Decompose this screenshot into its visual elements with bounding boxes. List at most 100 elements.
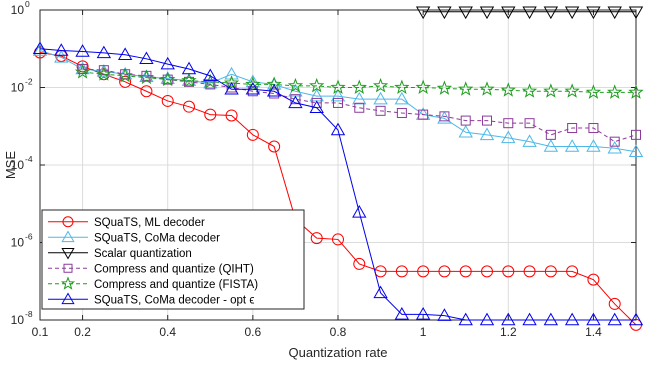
legend-marker — [62, 216, 74, 228]
data-point — [479, 312, 495, 326]
data-point — [225, 109, 238, 122]
data-point — [501, 6, 516, 20]
data-point — [181, 61, 197, 75]
data-point — [479, 127, 495, 141]
x-tick-label: 1 — [420, 325, 427, 339]
data-point — [501, 130, 516, 144]
data-point — [245, 76, 261, 91]
data-point — [184, 76, 194, 87]
data-point — [481, 265, 493, 278]
data-point — [585, 84, 602, 99]
series-5 — [74, 64, 644, 99]
y-tick-label: 10 — [11, 158, 25, 172]
data-point — [352, 205, 367, 218]
data-point — [500, 82, 516, 97]
data-series — [32, 6, 644, 331]
x-axis-title: Quantization rate — [288, 345, 387, 360]
data-point — [224, 81, 239, 95]
data-point — [415, 6, 431, 20]
data-point — [631, 129, 641, 140]
data-point — [607, 6, 622, 20]
legend-marker — [63, 263, 73, 273]
axis-ticks: 0.1 0.2 0.4 0.6 0.8 1 1.2 1.410-810-610-410-210… — [11, 0, 636, 339]
data-point — [628, 6, 644, 20]
data-point — [586, 139, 601, 152]
data-point — [479, 6, 495, 20]
data-point — [628, 144, 644, 157]
data-point — [436, 80, 453, 95]
data-point — [522, 6, 537, 20]
series-2 — [32, 43, 644, 157]
data-point — [417, 265, 430, 278]
data-point — [458, 6, 473, 20]
data-point — [309, 77, 325, 93]
data-point — [458, 81, 474, 96]
x-tick-label: 0.8 — [330, 325, 347, 339]
data-point — [501, 312, 516, 326]
data-point — [502, 265, 515, 278]
data-point — [437, 308, 452, 321]
x-tick-label: 0.4 — [159, 325, 176, 339]
data-point — [330, 122, 346, 136]
x-tick-label: 1.4 — [585, 325, 602, 339]
data-point — [523, 265, 536, 278]
data-point — [545, 129, 556, 140]
data-point — [202, 73, 218, 89]
data-point — [438, 265, 451, 278]
x-tick-label: 0.2 — [74, 325, 91, 339]
data-point — [524, 118, 535, 129]
y-tick-exponent: -6 — [25, 232, 33, 242]
legend-entry: SQuaTS, ML decoder — [48, 216, 205, 229]
series-line — [39, 52, 637, 326]
legend-marker — [61, 292, 75, 305]
data-point — [522, 134, 537, 147]
data-point — [181, 73, 197, 86]
data-point — [54, 43, 69, 56]
data-point — [607, 84, 623, 99]
data-point — [394, 91, 410, 105]
legend-marker — [61, 247, 75, 260]
data-point — [139, 51, 154, 65]
data-point — [522, 312, 537, 326]
data-point — [437, 6, 452, 20]
data-point — [32, 41, 48, 54]
y-tick-exponent: -2 — [25, 77, 33, 87]
data-point — [607, 312, 622, 326]
data-point — [204, 108, 217, 121]
data-point — [117, 47, 133, 60]
data-point — [544, 265, 557, 278]
data-point — [183, 100, 195, 113]
data-point — [96, 45, 112, 59]
data-point — [609, 136, 620, 147]
data-point — [586, 312, 601, 326]
x-tick-label: 0.1 — [32, 325, 49, 339]
data-point — [268, 140, 281, 153]
data-point — [415, 79, 431, 95]
data-point — [543, 139, 559, 152]
legend-entry: SQuaTS, CoMa decoder — [48, 230, 220, 244]
legend-entry: Compress and quantize (FISTA) — [48, 276, 258, 291]
data-point — [330, 79, 346, 95]
legend-entry: Scalar quantization — [48, 248, 192, 260]
data-point — [459, 265, 472, 278]
legend-entry: Compress and quantize (QIHT) — [48, 263, 254, 275]
y-tick-exponent: 0 — [25, 0, 30, 9]
series-4 — [77, 64, 641, 147]
series-1 — [34, 46, 642, 331]
data-point — [203, 68, 218, 82]
series-3 — [415, 6, 644, 20]
data-point — [32, 43, 48, 56]
data-point — [223, 75, 240, 90]
data-point — [394, 307, 410, 320]
data-point — [415, 307, 431, 320]
data-point — [396, 107, 407, 118]
data-point — [607, 140, 622, 154]
data-point — [266, 76, 282, 91]
data-point — [160, 71, 176, 87]
legend-label: SQuaTS, CoMa decoder — [94, 232, 220, 244]
data-point — [503, 118, 514, 129]
data-point — [372, 77, 389, 93]
data-point — [246, 128, 259, 141]
data-point — [75, 44, 90, 57]
